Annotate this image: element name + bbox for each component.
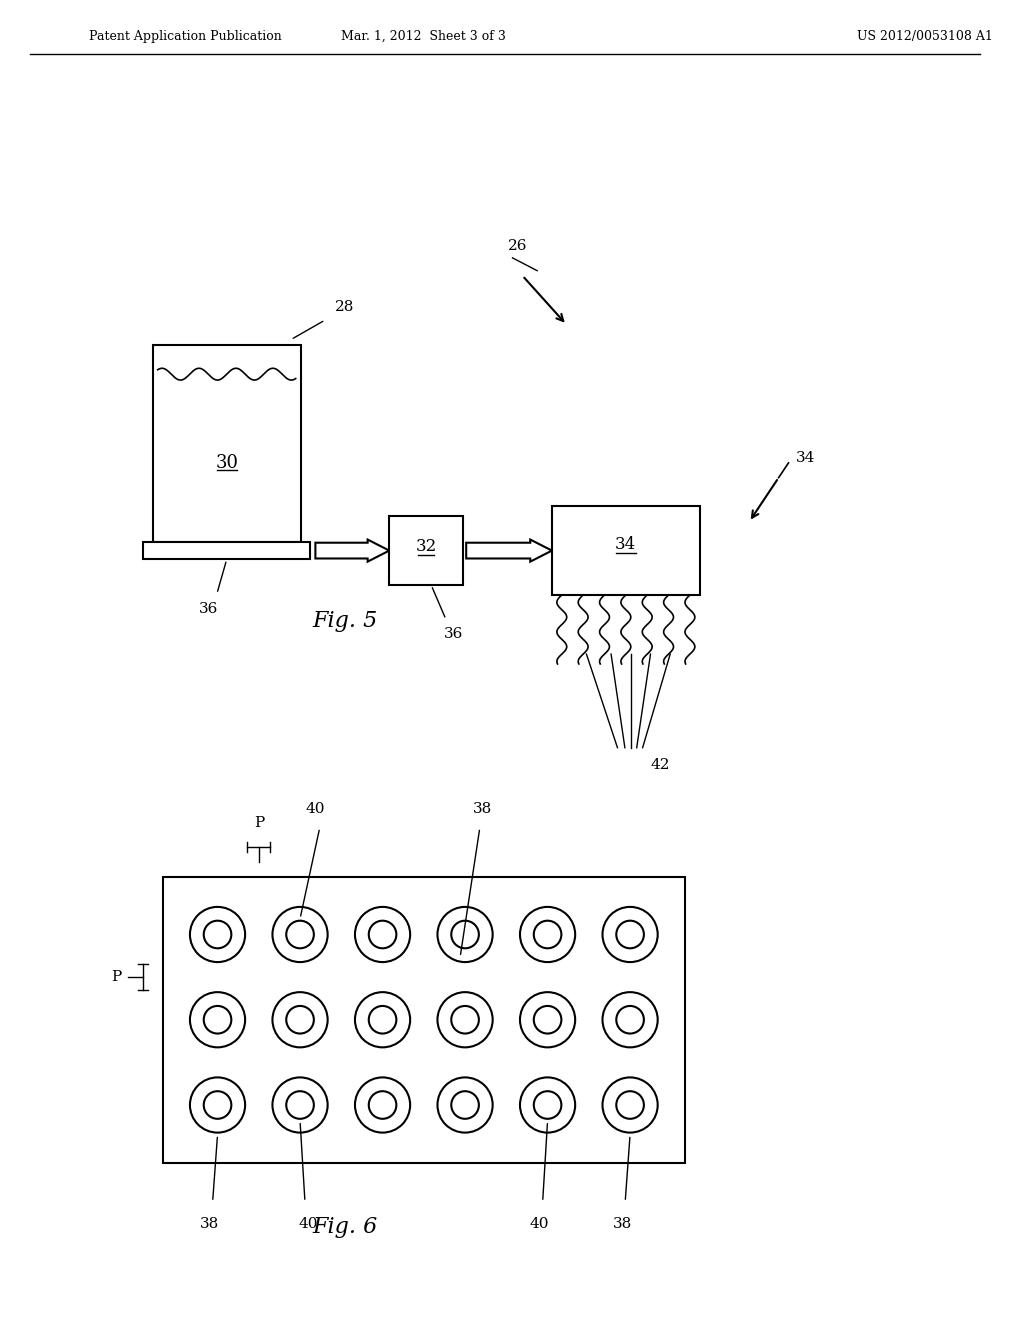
Circle shape bbox=[602, 907, 657, 962]
Circle shape bbox=[287, 920, 313, 948]
Circle shape bbox=[355, 993, 411, 1047]
Bar bbox=[163, 876, 685, 1163]
Circle shape bbox=[355, 1077, 411, 1133]
Text: 38: 38 bbox=[473, 801, 493, 816]
Circle shape bbox=[204, 920, 231, 948]
Circle shape bbox=[616, 1092, 644, 1119]
Circle shape bbox=[452, 920, 479, 948]
Circle shape bbox=[355, 907, 411, 962]
Text: 32: 32 bbox=[416, 539, 437, 556]
Circle shape bbox=[204, 1092, 231, 1119]
Text: 34: 34 bbox=[615, 536, 637, 553]
Text: 26: 26 bbox=[508, 239, 527, 253]
Circle shape bbox=[534, 1006, 561, 1034]
Circle shape bbox=[189, 993, 245, 1047]
Text: Fig. 6: Fig. 6 bbox=[312, 1216, 378, 1238]
Circle shape bbox=[189, 1077, 245, 1133]
Circle shape bbox=[602, 993, 657, 1047]
Text: Patent Application Publication: Patent Application Publication bbox=[89, 29, 282, 42]
Text: 36: 36 bbox=[200, 602, 219, 615]
Circle shape bbox=[520, 993, 575, 1047]
Circle shape bbox=[287, 1092, 313, 1119]
Circle shape bbox=[204, 1006, 231, 1034]
Circle shape bbox=[437, 907, 493, 962]
Text: 36: 36 bbox=[444, 627, 464, 642]
Circle shape bbox=[437, 1077, 493, 1133]
Circle shape bbox=[534, 1092, 561, 1119]
Circle shape bbox=[602, 1077, 657, 1133]
Text: 30: 30 bbox=[215, 454, 239, 471]
Text: 40: 40 bbox=[305, 801, 325, 816]
Circle shape bbox=[616, 920, 644, 948]
Bar bbox=[153, 345, 301, 541]
Circle shape bbox=[520, 1077, 575, 1133]
Text: 40: 40 bbox=[530, 1217, 550, 1230]
Circle shape bbox=[272, 907, 328, 962]
Text: Mar. 1, 2012  Sheet 3 of 3: Mar. 1, 2012 Sheet 3 of 3 bbox=[341, 29, 506, 42]
Circle shape bbox=[272, 993, 328, 1047]
Circle shape bbox=[287, 1006, 313, 1034]
Text: 42: 42 bbox=[650, 759, 670, 772]
Circle shape bbox=[616, 1006, 644, 1034]
Bar bbox=[389, 516, 463, 585]
Text: Fig. 5: Fig. 5 bbox=[312, 610, 378, 631]
Text: 38: 38 bbox=[612, 1217, 632, 1230]
Text: 34: 34 bbox=[797, 451, 816, 465]
Circle shape bbox=[520, 907, 575, 962]
Circle shape bbox=[369, 1006, 396, 1034]
Circle shape bbox=[272, 1077, 328, 1133]
Text: P: P bbox=[254, 816, 264, 829]
Circle shape bbox=[452, 1092, 479, 1119]
Circle shape bbox=[452, 1006, 479, 1034]
Bar bbox=[552, 507, 699, 595]
Circle shape bbox=[437, 993, 493, 1047]
Text: 38: 38 bbox=[200, 1217, 219, 1230]
Circle shape bbox=[534, 920, 561, 948]
Text: 40: 40 bbox=[298, 1217, 317, 1230]
Circle shape bbox=[189, 907, 245, 962]
Bar bbox=[143, 541, 310, 560]
Circle shape bbox=[369, 920, 396, 948]
Text: 28: 28 bbox=[335, 300, 354, 314]
Text: P: P bbox=[111, 970, 121, 985]
Polygon shape bbox=[315, 540, 389, 561]
Text: US 2012/0053108 A1: US 2012/0053108 A1 bbox=[857, 29, 993, 42]
Circle shape bbox=[369, 1092, 396, 1119]
Polygon shape bbox=[466, 540, 552, 561]
